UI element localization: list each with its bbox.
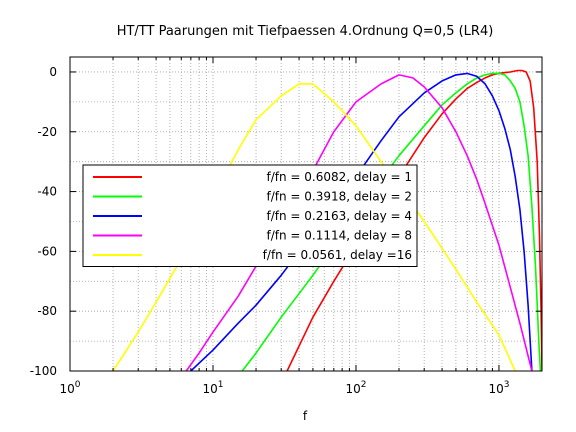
y-tick-label: 0 [49, 65, 57, 79]
legend: f/fn = 0.6082, delay = 1 f/fn = 0.3918, d… [82, 164, 418, 267]
legend-label-5: f/fn = 0.0561, delay =16 [263, 248, 412, 262]
plot-frame [69, 56, 543, 372]
x-tick-label: 102 [345, 380, 366, 396]
chart-title: HT/TT Paarungen mit Tiefpaessen 4.Ordnun… [117, 24, 494, 39]
x-tick-label: 100 [59, 380, 80, 396]
legend-label-2: f/fn = 0.3918, delay = 2 [266, 190, 412, 204]
x-tick-label: 101 [202, 380, 223, 396]
y-tick-label: -40 [37, 185, 57, 199]
series-line-3 [190, 72, 533, 371]
legend-label-1: f/fn = 0.6082, delay = 1 [266, 170, 412, 184]
legend-label-3: f/fn = 0.2163, delay = 4 [266, 209, 412, 223]
series-line-4 [185, 74, 533, 371]
y-tick-label: -80 [37, 304, 57, 318]
x-axis-label: f [303, 409, 308, 423]
legend-label-4: f/fn = 0.1114, delay = 8 [266, 229, 412, 243]
y-tick-label: -20 [37, 125, 57, 139]
y-tick-label: -60 [37, 244, 57, 258]
x-tick-label: 103 [488, 380, 509, 396]
y-tick-label: -100 [30, 364, 57, 378]
